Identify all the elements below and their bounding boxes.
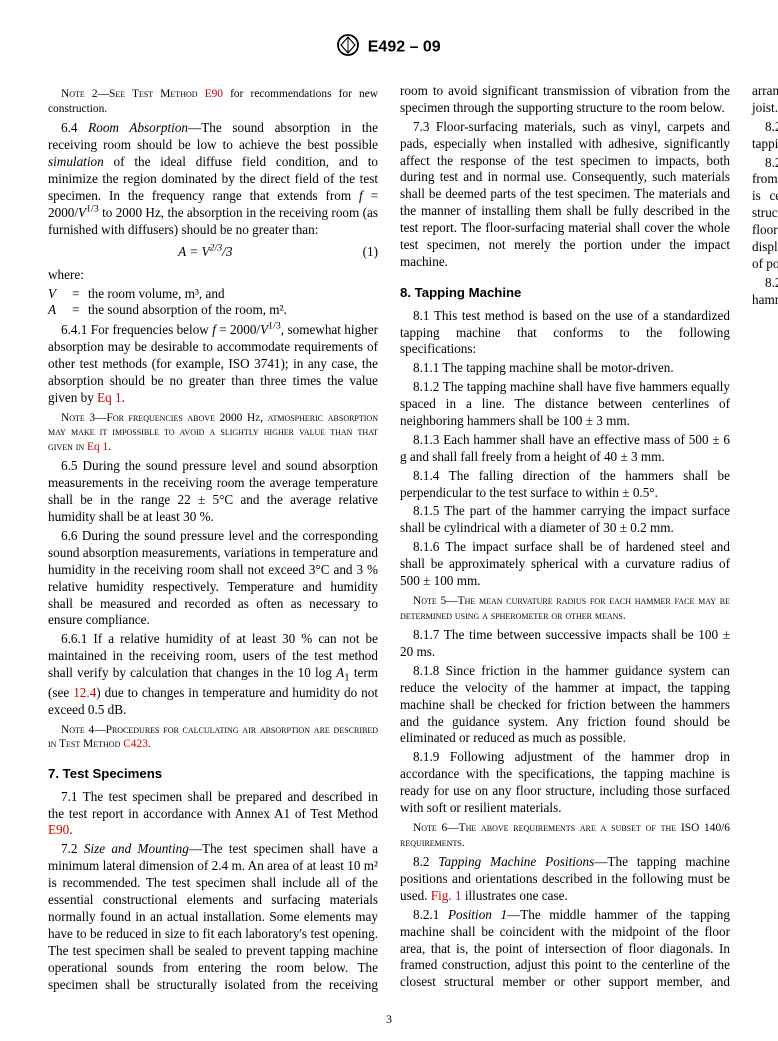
page-header: E492 – 09 [48, 34, 730, 61]
heading-7: 7. Test Specimens [48, 766, 378, 783]
section-6.4: 6.4 Room Absorption—The sound absorption… [48, 120, 378, 238]
section-8.1.5: 8.1.5 The part of the hammer carrying th… [400, 503, 730, 537]
section-7.1: 7.1 The test specimen shall be prepared … [48, 789, 378, 840]
section-6.5: 6.5 During the sound pressure level and … [48, 458, 378, 526]
section-8.1.3: 8.1.3 Each hammer shall have an effectiv… [400, 432, 730, 466]
section-8.1.4: 8.1.4 The falling direction of the hamme… [400, 468, 730, 502]
note-4: Note 4—Procedures for calculating air ab… [48, 723, 378, 752]
ref-fig1: Fig. 1 [431, 888, 462, 903]
section-6.4.1: 6.4.1 For frequencies below f = 2000/V1/… [48, 322, 378, 406]
ref-eq1: Eq 1 [97, 390, 122, 405]
section-8.2.3: 8.2.3 Position 3—Displace the tapping ma… [752, 155, 778, 273]
page-number: 3 [0, 1012, 778, 1027]
section-6.6.1: 6.6.1 If a relative humidity of at least… [48, 631, 378, 718]
where-label: where: [48, 267, 378, 284]
note-5: Note 5—The mean curvature radius for eac… [400, 594, 730, 623]
section-8.1.7: 8.1.7 The time between successive impact… [400, 627, 730, 661]
section-8.1.1: 8.1.1 The tapping machine shall be motor… [400, 360, 730, 377]
section-8.1: 8.1 This test method is based on the use… [400, 308, 730, 359]
section-8.1.6: 8.1.6 The impact surface shall be of har… [400, 539, 730, 590]
equation-1: A = V2/3/3(1) [48, 244, 378, 261]
heading-8: 8. Tapping Machine [400, 285, 730, 302]
ref-e90-b: E90 [48, 822, 69, 837]
astm-logo [337, 34, 359, 61]
note-3: Note 3—For frequencies above 2000 Hz, at… [48, 411, 378, 455]
ref-c423: C423 [123, 738, 148, 750]
definitions: V=the room volume, m³, and A=the sound a… [48, 286, 378, 318]
note-2: Note 2—See Test Method E90 for recommend… [48, 87, 378, 116]
ref-e90: E90 [205, 88, 223, 100]
section-8.1.2: 8.1.2 The tapping machine shall have fiv… [400, 379, 730, 430]
section-8.2.4: 8.2.4 Position 4—Position the tapping ma… [752, 275, 778, 309]
section-6.6: 6.6 During the sound pressure level and … [48, 528, 378, 629]
note-6: Note 6—The above requirements are a subs… [400, 821, 730, 850]
standard-designation: E492 – 09 [368, 39, 441, 56]
body-columns: Note 2—See Test Method E90 for recommend… [48, 83, 730, 1001]
ref-12.4: 12.4 [73, 685, 96, 700]
equation-number: (1) [363, 244, 378, 261]
section-7.3: 7.3 Floor-surfacing materials, such as v… [400, 119, 730, 271]
section-8.1.8: 8.1.8 Since friction in the hammer guida… [400, 663, 730, 747]
section-8.2: 8.2 Tapping Machine Positions—The tappin… [400, 854, 730, 905]
section-8.1.9: 8.1.9 Following adjustment of the hammer… [400, 749, 730, 817]
section-8.2.2: 8.2.2 Position 2—Same as position 1, exc… [752, 119, 778, 153]
